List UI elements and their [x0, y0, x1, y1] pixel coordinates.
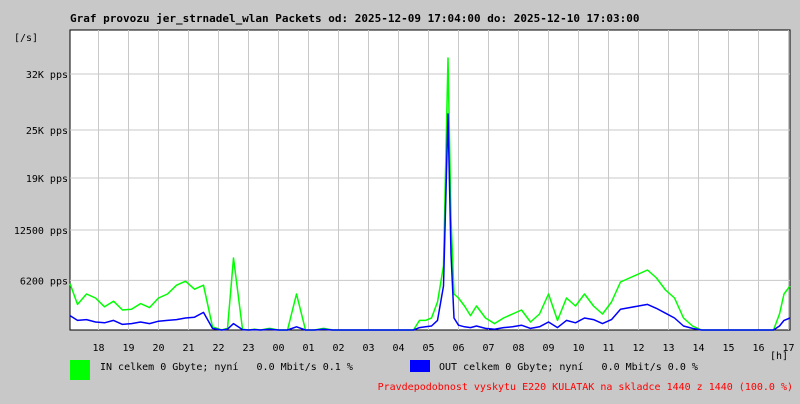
x-tick-label: 01	[302, 343, 314, 354]
x-tick-label: 10	[572, 343, 584, 354]
series-layer	[69, 57, 791, 331]
x-tick-label: 02	[332, 343, 344, 354]
x-tick-label: 19	[122, 343, 134, 354]
x-tick-label: 13	[662, 343, 674, 354]
x-tick-label: 16	[752, 343, 764, 354]
y-tick-labels: 6200 pps 12500 pps 19K pps 25K pps 32K pps	[14, 70, 68, 287]
grid	[70, 30, 790, 330]
x-tick-label: 18	[92, 343, 104, 354]
x-tick-label: 08	[512, 343, 524, 354]
legend-out-swatch	[410, 360, 430, 372]
x-tick-label: 12	[632, 343, 644, 354]
x-tick-label: 22	[212, 343, 224, 354]
y-tick-label: 32K pps	[26, 70, 68, 81]
chart-title: Graf provozu jer_strnadel_wlan Packets o…	[70, 12, 640, 25]
x-tick-label: 21	[182, 343, 194, 354]
series-line-out	[69, 113, 791, 331]
legend-out-text: OUT celkem 0 Gbyte; nyní 0.0 Mbit/s 0.0 …	[439, 361, 698, 373]
x-axis-unit: [h]	[770, 351, 788, 362]
x-tick-label: 15	[722, 343, 734, 354]
y-tick-label: 6200 pps	[20, 276, 68, 287]
x-tick-labels: 18 19 20 21 22 23 00 01 02 03 04 05 06 07 08 09 10 11 12 13…	[92, 343, 794, 354]
legend-in-text: IN celkem 0 Gbyte; nyní 0.0 Mbit/s 0.1 %	[100, 361, 353, 373]
x-tick-label: 07	[482, 343, 494, 354]
y-axis-unit: [/s]	[14, 33, 38, 44]
x-tick-label: 04	[392, 343, 404, 354]
y-tick-label: 19K pps	[26, 174, 68, 185]
x-tick-label: 23	[242, 343, 254, 354]
x-tick-label: 14	[692, 343, 704, 354]
footer-note: Pravdepodobnost vyskytu E220 KULATAK na …	[378, 382, 793, 393]
y-tick-label: 25K pps	[26, 126, 68, 137]
x-tick-label: 03	[362, 343, 374, 354]
x-tick-label: 17	[782, 343, 794, 354]
x-tick-label: 09	[542, 343, 554, 354]
series-line-in	[69, 57, 791, 331]
x-tick-label: 11	[602, 343, 614, 354]
x-tick-label: 05	[422, 343, 434, 354]
x-tick-label: 06	[452, 343, 464, 354]
legend-in-swatch	[70, 360, 90, 380]
y-tick-label: 12500 pps	[14, 226, 68, 237]
x-tick-label: 00	[272, 343, 284, 354]
x-tick-label: 20	[152, 343, 164, 354]
